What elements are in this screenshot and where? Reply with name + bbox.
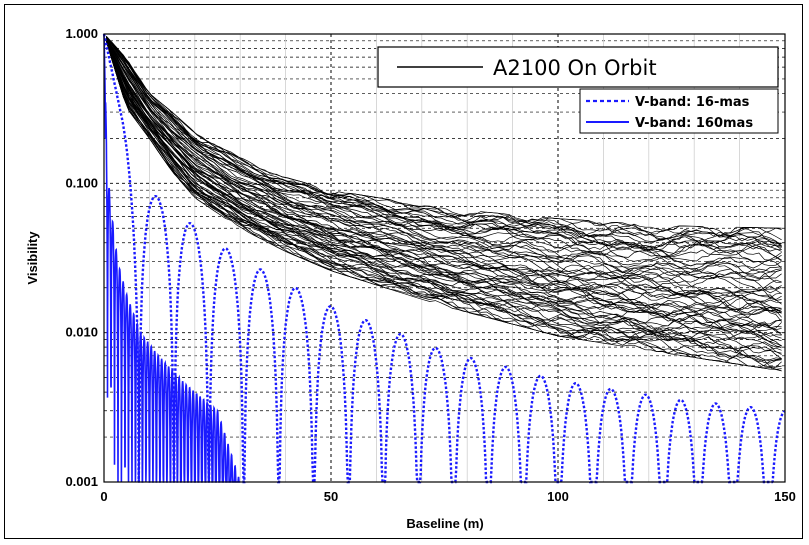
v-band-16mas-curve (102, 33, 786, 484)
x-tick-label: 0 (100, 489, 107, 504)
a2100-curve (105, 39, 782, 336)
a2100-curve (105, 38, 782, 311)
a2100-curve (106, 36, 782, 254)
x-tick-label: 100 (547, 489, 569, 504)
y-tick-label: 0.100 (65, 175, 98, 190)
a2100-curve (105, 37, 782, 273)
a2100-curve (105, 37, 782, 280)
a2100-curve (105, 38, 782, 283)
a2100-curve (105, 39, 782, 334)
a2100-curve (105, 38, 782, 302)
a2100-curve (105, 41, 782, 370)
a2100-curve (106, 36, 782, 247)
legend-main-frame (377, 46, 779, 88)
y-tick-label: 0.010 (65, 325, 98, 340)
a2100-curve (105, 40, 782, 340)
a2100-curve (106, 36, 782, 240)
legend-label-16mas: V-band: 16-mas (635, 95, 750, 110)
a2100-curve (105, 38, 782, 315)
legend-main: A2100 On Orbit (377, 46, 779, 88)
a2100-curve (105, 40, 782, 372)
x-tick-label: 50 (324, 489, 338, 504)
legend-main-label: A2100 On Orbit (493, 56, 657, 80)
a2100-curve (105, 38, 782, 305)
a2100-curve (106, 36, 782, 258)
legend-sub: V-band: 16-mas V-band: 160mas (579, 88, 779, 134)
a2100-curve (105, 40, 782, 354)
chart-frame: 1.000 0.100 0.010 0.001 0 50 100 150 Baseline (… (4, 4, 803, 539)
legend-sub-frame (579, 88, 779, 134)
a2100-curve (106, 36, 782, 261)
a2100-curve (105, 40, 782, 359)
a2100-curve (105, 38, 782, 288)
a2100-curve (105, 39, 782, 323)
plot-area-border (103, 33, 786, 483)
a2100-curve (105, 38, 782, 314)
y-tick-label: 1.000 (65, 26, 98, 41)
plot-data (102, 33, 786, 484)
y-axis-title: Visibility (25, 231, 40, 285)
y-tick-label: 0.001 (65, 474, 98, 489)
x-axis-title: Baseline (m) (406, 516, 483, 531)
a2100-curve (105, 39, 782, 347)
a2100-curve (105, 40, 782, 368)
v-band-160mas-curve (103, 33, 241, 483)
a2100-curve (105, 40, 782, 363)
a2100-curve (106, 36, 782, 269)
a2100-curve (105, 40, 782, 364)
x-tick-label: 150 (774, 489, 796, 504)
a2100-curve (106, 36, 782, 249)
a2100-curve (105, 41, 782, 368)
a2100-curve (105, 40, 782, 354)
legend-label-160mas: V-band: 160mas (635, 116, 753, 131)
